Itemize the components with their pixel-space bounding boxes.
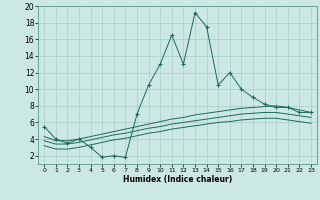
- X-axis label: Humidex (Indice chaleur): Humidex (Indice chaleur): [123, 175, 232, 184]
